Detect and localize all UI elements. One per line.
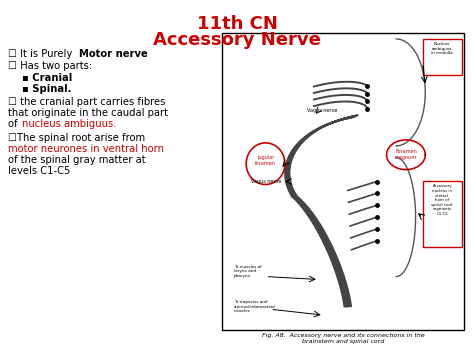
Text: ☐The spinal root arise from: ☐The spinal root arise from	[8, 133, 145, 143]
Text: Jugular
foramen: Jugular foramen	[255, 155, 276, 166]
Text: Accessory
nucleus in
ventral
hom of
spinal cord
segments
C1-C5: Accessory nucleus in ventral hom of spin…	[431, 185, 453, 216]
Bar	[222, 33, 464, 330]
Text: levels C1-C5: levels C1-C5	[8, 166, 70, 176]
Text: ▪ Cranial: ▪ Cranial	[22, 73, 72, 83]
Text: that originate in the caudal part: that originate in the caudal part	[8, 108, 168, 118]
Text: of the spinal gray matter at: of the spinal gray matter at	[8, 155, 146, 165]
Text: Foramen
magnum: Foramen magnum	[395, 149, 417, 160]
Text: ▪ Spinal.: ▪ Spinal.	[22, 84, 72, 94]
Bar	[423, 181, 462, 247]
Text: To trapezius and
sternocleidomastoid
muscles: To trapezius and sternocleidomastoid mus…	[234, 300, 276, 313]
Text: nucleus ambiguus.: nucleus ambiguus.	[22, 119, 117, 129]
Text: Vagus nerve: Vagus nerve	[251, 179, 282, 184]
Text: ☐ It is Purely: ☐ It is Purely	[8, 49, 75, 59]
Text: of: of	[8, 119, 21, 129]
Bar	[423, 39, 462, 75]
Text: Accessory Nerve: Accessory Nerve	[153, 31, 321, 49]
Text: motor neurones in ventral horn: motor neurones in ventral horn	[8, 144, 164, 154]
Text: Vagus nerve: Vagus nerve	[307, 108, 337, 113]
Text: 11th CN: 11th CN	[197, 15, 277, 33]
Text: Nucleus
ambiguus
in medulla: Nucleus ambiguus in medulla	[431, 42, 453, 55]
Text: Fig. A8.  Accessory nerve and its connections in the
brainstem and spinal cord: Fig. A8. Accessory nerve and its connect…	[262, 333, 424, 344]
Text: ☐ Has two parts:: ☐ Has two parts:	[8, 61, 92, 71]
Text: ☐ the cranial part carries fibres: ☐ the cranial part carries fibres	[8, 97, 165, 107]
Text: To muscles of
larynx and
pharynx: To muscles of larynx and pharynx	[234, 265, 262, 278]
Text: Motor nerve: Motor nerve	[79, 49, 148, 59]
